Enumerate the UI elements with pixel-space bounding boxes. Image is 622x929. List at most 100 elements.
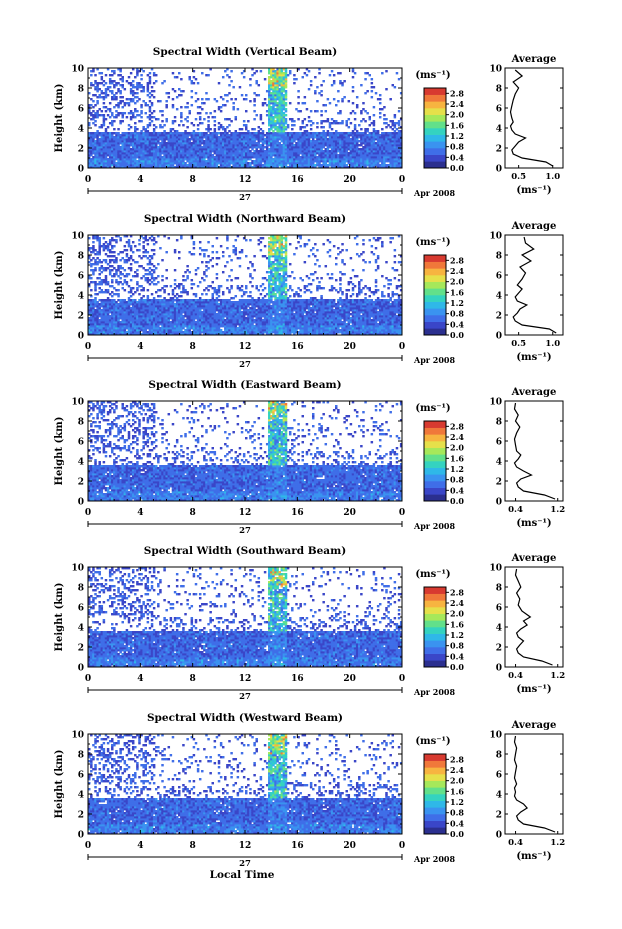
heatmap-cell <box>170 285 172 287</box>
heatmap-cell <box>228 92 230 94</box>
heatmap-cell <box>186 116 188 118</box>
colorbar-tick-label: 0.8 <box>450 142 464 152</box>
heatmap-cell <box>299 110 301 112</box>
heatmap-cell <box>105 259 107 261</box>
heatmap-cell <box>165 100 167 102</box>
heatmap-cell <box>151 293 153 295</box>
heatmap-cell <box>230 120 232 122</box>
heatmap-cell <box>172 72 174 74</box>
heatmap-cell <box>168 96 170 98</box>
heatmap-cell <box>354 112 356 114</box>
heatmap-cell <box>316 122 318 124</box>
heatmap-cell <box>126 249 128 251</box>
heatmap-cell <box>134 245 136 247</box>
heatmap-cell <box>329 102 331 104</box>
heatmap-cell <box>121 120 123 122</box>
average-y-tick-label: 8 <box>496 85 502 95</box>
heatmap-cell <box>96 100 98 102</box>
heatmap-cell <box>176 108 178 110</box>
heatmap-cell <box>258 94 260 96</box>
heatmap-cell <box>316 86 318 88</box>
heatmap-cell <box>218 82 220 84</box>
heatmap-cell <box>107 289 109 291</box>
heatmap-cell <box>379 94 381 96</box>
heatmap-cell <box>130 255 132 257</box>
average-y-tick-label: 0 <box>496 165 502 175</box>
heatmap-cell <box>115 257 117 259</box>
heatmap-cell <box>121 96 123 98</box>
heatmap-cell <box>264 78 266 80</box>
heatmap-cell <box>109 86 111 88</box>
heatmap-cell <box>180 120 182 122</box>
heatmap-cell <box>306 74 308 76</box>
date-day: 27 <box>239 193 251 203</box>
heatmap-cell <box>316 100 318 102</box>
heatmap-cell <box>174 249 176 251</box>
heatmap <box>88 235 402 335</box>
heatmap-cell <box>119 277 121 279</box>
heatmap-cell <box>350 122 352 124</box>
heatmap-cell <box>335 104 337 106</box>
heatmap-cell <box>113 251 115 253</box>
colorbar-tick-label: 2.8 <box>450 88 464 98</box>
heatmap-cell <box>165 118 167 120</box>
heatmap-cell <box>163 80 165 82</box>
heatmap-cell <box>322 126 324 128</box>
heatmap-cell <box>247 120 249 122</box>
heatmap-cell <box>293 74 295 76</box>
heatmap-cell <box>249 100 251 102</box>
heatmap-cell <box>373 86 375 88</box>
heatmap-cell <box>377 130 379 132</box>
heatmap-cell <box>337 100 339 102</box>
heatmap-cell <box>320 84 322 86</box>
heatmap-cell <box>255 114 257 116</box>
heatmap-cell <box>205 92 207 94</box>
heatmap-cell <box>92 241 94 243</box>
heatmap-cell <box>241 94 243 96</box>
heatmap-cell <box>308 88 310 90</box>
heatmap-cell <box>373 106 375 108</box>
heatmap-cell <box>140 104 142 106</box>
heatmap-cell <box>285 114 287 116</box>
x-tick-label: 0 <box>85 175 91 185</box>
colorbar-tick-label: 0.0 <box>450 163 464 173</box>
heatmap-cell <box>130 279 132 281</box>
heatmap-cell <box>176 76 178 78</box>
heatmap <box>88 68 402 168</box>
heatmap-cell <box>389 98 391 100</box>
heatmap-cell <box>379 112 381 114</box>
x-tick-label: 4 <box>137 175 143 185</box>
heatmap-cell <box>398 110 400 112</box>
heatmap-cell <box>136 128 138 130</box>
heatmap-cell <box>255 80 257 82</box>
heatmap-cell <box>314 90 316 92</box>
heatmap-cell <box>130 263 132 265</box>
heatmap-cell <box>203 102 205 104</box>
heatmap-cell <box>308 116 310 118</box>
heatmap-cell <box>214 110 216 112</box>
heatmap-cell <box>147 251 149 253</box>
heatmap-cell <box>174 120 176 122</box>
heatmap-cell <box>197 82 199 84</box>
heatmap-cell <box>191 96 193 98</box>
heatmap-cell <box>356 104 358 106</box>
heatmap-cell <box>228 76 230 78</box>
heatmap-cell <box>245 110 247 112</box>
heatmap-cell <box>142 245 144 247</box>
heatmap-cell <box>228 124 230 126</box>
heatmap-cell <box>285 102 287 104</box>
heatmap-cell <box>260 70 262 72</box>
heatmap-cell <box>352 102 354 104</box>
heatmap-cell <box>230 70 232 72</box>
heatmap-cell <box>113 70 115 72</box>
heatmap-cell <box>165 277 167 279</box>
x-tick-label: 16 <box>291 175 304 185</box>
heatmap-cell <box>366 90 368 92</box>
colorbar-segment <box>424 88 446 95</box>
heatmap-cell <box>155 80 157 82</box>
heatmap-cell <box>157 275 159 277</box>
chart-title: Spectral Width (Vertical Beam) <box>153 46 337 58</box>
x-tick-label: 20 <box>343 175 356 185</box>
heatmap-cell <box>352 90 354 92</box>
